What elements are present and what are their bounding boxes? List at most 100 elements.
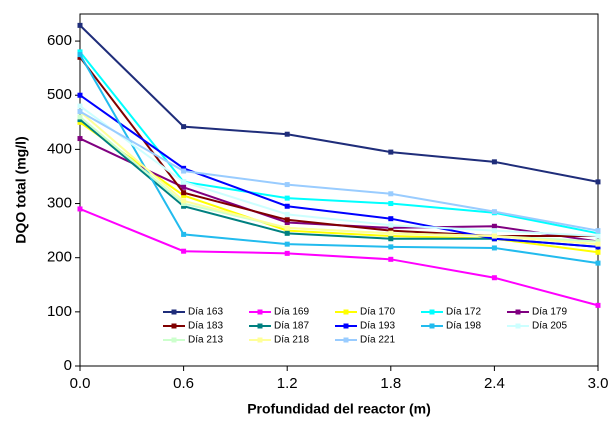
- data-point: [77, 114, 83, 120]
- data-point: [77, 206, 83, 212]
- legend-label: Día 183: [188, 321, 223, 332]
- data-point: [595, 249, 601, 255]
- data-point: [181, 190, 187, 196]
- legend-marker: [343, 323, 349, 329]
- legend-label: Día 221: [360, 335, 395, 346]
- y-tick-label: 100: [47, 303, 72, 320]
- legend-marker: [171, 323, 177, 329]
- data-point: [491, 223, 497, 229]
- data-point: [388, 149, 394, 155]
- data-point: [491, 209, 497, 215]
- data-point: [491, 236, 497, 242]
- legend-marker: [171, 337, 177, 343]
- data-point: [388, 233, 394, 239]
- data-point: [181, 165, 187, 171]
- legend-label: Día 169: [274, 307, 309, 318]
- data-point: [77, 52, 83, 58]
- data-point: [181, 248, 187, 254]
- legend-marker: [515, 323, 521, 329]
- data-point: [388, 244, 394, 250]
- legend-label: Día 198: [446, 321, 481, 332]
- x-tick-label: 0.6: [173, 375, 194, 392]
- data-point: [77, 117, 83, 123]
- data-point: [284, 241, 290, 247]
- legend-label: Día 205: [532, 321, 567, 332]
- data-point: [181, 231, 187, 237]
- legend-marker: [257, 309, 263, 315]
- data-point: [284, 203, 290, 209]
- data-point: [595, 302, 601, 308]
- data-point: [595, 228, 601, 234]
- data-point: [284, 131, 290, 137]
- data-point: [388, 228, 394, 234]
- data-point: [77, 103, 83, 109]
- legend-label: Día 170: [360, 307, 395, 318]
- legend-marker: [257, 323, 263, 329]
- data-point: [284, 195, 290, 201]
- data-point: [77, 49, 83, 55]
- data-point: [284, 225, 290, 231]
- data-point: [284, 230, 290, 236]
- data-point: [388, 191, 394, 197]
- data-point: [388, 225, 394, 231]
- data-point: [595, 238, 601, 244]
- y-axis-title: DQO total (mg/l): [13, 136, 29, 243]
- legend-label: Día 187: [274, 321, 309, 332]
- data-point: [595, 233, 601, 239]
- series-line: [79, 94, 599, 248]
- y-tick-label: 300: [47, 195, 72, 212]
- data-point: [181, 201, 187, 207]
- data-point: [284, 228, 290, 234]
- data-point: [284, 219, 290, 225]
- x-tick-label: 3.0: [588, 375, 609, 392]
- series-line: [79, 118, 599, 248]
- data-point: [595, 244, 601, 250]
- series-line: [79, 54, 599, 265]
- data-point: [491, 159, 497, 165]
- legend-marker: [171, 309, 177, 315]
- series-line: [79, 208, 599, 307]
- legend-marker: [515, 309, 521, 315]
- data-point: [77, 108, 83, 114]
- data-point: [181, 192, 187, 198]
- legend-marker: [343, 309, 349, 315]
- y-tick-label: 200: [47, 249, 72, 266]
- legend-label: Día 213: [188, 335, 223, 346]
- legend-marker: [257, 337, 263, 343]
- legend-label: Día 179: [532, 307, 567, 318]
- legend-label: Día 218: [274, 335, 309, 346]
- legend-label: Día 163: [188, 307, 223, 318]
- series-line: [79, 110, 599, 232]
- data-point: [595, 260, 601, 266]
- data-point: [388, 230, 394, 236]
- x-axis-title: Profundidad del reactor (m): [247, 401, 431, 417]
- data-point: [181, 198, 187, 204]
- data-point: [388, 201, 394, 207]
- data-point: [595, 230, 601, 236]
- data-point: [284, 182, 290, 188]
- data-point: [77, 119, 83, 125]
- x-tick-label: 1.2: [277, 375, 298, 392]
- data-point: [77, 22, 83, 28]
- x-tick-label: 2.4: [484, 375, 505, 392]
- legend-marker: [429, 323, 435, 329]
- data-point: [181, 203, 187, 209]
- legend-marker: [343, 337, 349, 343]
- series-line: [79, 56, 598, 238]
- data-point: [181, 179, 187, 185]
- plot-frame: [79, 13, 599, 367]
- data-point: [284, 217, 290, 223]
- x-tick-label: 0.0: [70, 375, 91, 392]
- data-point: [388, 236, 394, 242]
- data-point: [491, 245, 497, 251]
- data-point: [181, 124, 187, 130]
- legend-marker: [429, 309, 435, 315]
- data-point: [284, 211, 290, 217]
- data-point: [181, 184, 187, 190]
- data-point: [491, 233, 497, 239]
- series-line: [79, 105, 599, 238]
- series-line: [79, 110, 599, 246]
- data-point: [77, 54, 83, 60]
- data-point: [595, 241, 601, 247]
